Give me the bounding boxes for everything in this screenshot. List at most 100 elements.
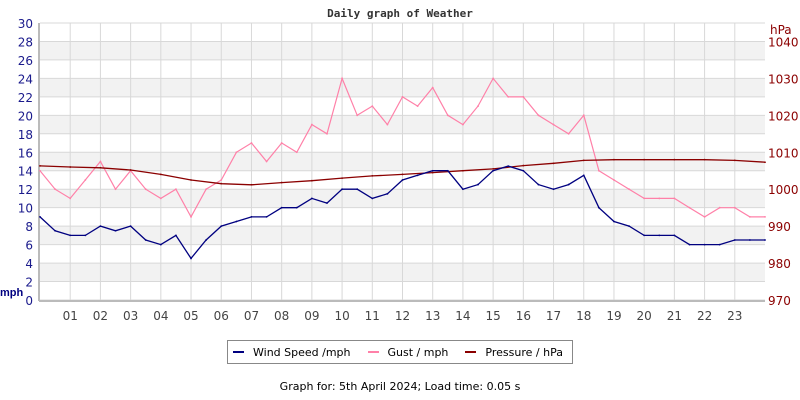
data-point-gust — [416, 105, 419, 107]
data-point-wind-speed — [205, 239, 208, 241]
left-axis-unit: mph — [0, 287, 24, 299]
data-point-pressure — [643, 158, 646, 161]
data-point-wind-speed — [733, 239, 736, 241]
data-point-gust — [522, 95, 525, 98]
data-point-wind-speed — [235, 220, 238, 223]
right-axis-unit: hPa — [770, 23, 792, 37]
x-tick-label: 22 — [697, 309, 712, 323]
x-tick-label: 16 — [516, 309, 531, 323]
data-point-pressure — [69, 166, 72, 168]
weather-chart: Daily graph of Weather 02468101214161820… — [0, 7, 799, 323]
left-tick-label: 16 — [18, 146, 33, 160]
x-tick-label: 13 — [425, 309, 440, 323]
data-point-pressure — [582, 159, 585, 162]
legend-swatch-pressure — [465, 351, 477, 353]
data-point-pressure — [371, 175, 374, 177]
x-tick-label: 08 — [274, 309, 289, 323]
data-point-pressure — [733, 159, 736, 162]
left-tick-label: 4 — [25, 257, 33, 271]
data-point-gust — [492, 77, 495, 80]
data-point-wind-speed — [190, 257, 192, 260]
data-point-gust — [295, 151, 298, 154]
data-point-gust — [220, 179, 223, 181]
data-point-wind-speed — [613, 220, 615, 223]
data-point-wind-speed — [703, 243, 706, 246]
data-point-gust — [552, 123, 555, 126]
data-point-gust — [658, 197, 661, 200]
data-point-wind-speed — [39, 216, 41, 218]
data-point-wind-speed — [356, 188, 359, 191]
data-point-gust — [567, 132, 570, 135]
x-tick-label: 12 — [395, 309, 410, 323]
data-point-pressure — [220, 182, 223, 185]
data-point-wind-speed — [310, 197, 313, 200]
data-point-pressure — [431, 171, 434, 174]
data-point-wind-speed — [175, 234, 177, 237]
legend-swatch-gust — [367, 351, 379, 353]
data-point-gust — [175, 188, 177, 191]
data-point-gust — [386, 123, 389, 126]
x-tick-label: 19 — [606, 309, 621, 323]
left-tick-label: 22 — [18, 91, 33, 105]
data-point-wind-speed — [643, 234, 646, 237]
data-point-gust — [250, 142, 253, 144]
data-point-gust — [401, 95, 404, 98]
left-tick-label: 30 — [18, 17, 33, 31]
data-point-gust — [69, 197, 72, 200]
data-point-gust — [628, 188, 630, 191]
legend: Wind Speed /mph Gust / mph Pressure / hP… — [227, 340, 573, 364]
data-point-gust — [673, 197, 676, 200]
data-point-wind-speed — [265, 216, 268, 218]
data-point-wind-speed — [764, 239, 766, 241]
data-point-wind-speed — [446, 169, 449, 172]
data-point-gust — [265, 160, 268, 163]
data-point-pressure — [99, 166, 102, 169]
x-tick-label: 21 — [667, 309, 682, 323]
data-point-gust — [477, 105, 479, 107]
right-tick-label: 1010 — [768, 146, 799, 160]
data-point-pressure — [764, 161, 766, 164]
data-point-wind-speed — [628, 225, 630, 228]
x-tick-label: 07 — [244, 309, 259, 323]
x-tick-label: 02 — [93, 309, 108, 323]
x-tick-label: 01 — [63, 309, 78, 323]
data-point-wind-speed — [84, 234, 87, 237]
data-point-wind-speed — [220, 225, 223, 228]
data-point-gust — [144, 188, 147, 191]
data-point-wind-speed — [748, 239, 751, 241]
right-tick-label: 1000 — [768, 183, 799, 197]
right-tick-label: 970 — [768, 294, 791, 308]
x-tick-label: 11 — [365, 309, 380, 323]
data-point-wind-speed — [688, 243, 691, 246]
x-tick-label: 14 — [455, 309, 470, 323]
data-point-gust — [190, 216, 192, 218]
data-point-wind-speed — [401, 179, 404, 181]
right-tick-label: 1040 — [768, 35, 799, 49]
data-point-gust — [371, 105, 374, 107]
data-point-pressure — [280, 181, 283, 184]
left-tick-label: 8 — [25, 220, 33, 234]
x-tick-label: 09 — [304, 309, 319, 323]
data-point-pressure — [341, 177, 343, 180]
data-point-wind-speed — [386, 192, 389, 195]
data-point-pressure — [522, 164, 525, 167]
data-point-gust — [84, 179, 87, 181]
data-point-gust — [326, 132, 328, 135]
right-tick-label: 990 — [768, 220, 791, 234]
left-tick-label: 28 — [18, 35, 33, 49]
data-point-gust — [688, 206, 691, 209]
x-tick-label: 06 — [214, 309, 229, 323]
left-tick-label: 0 — [25, 294, 33, 308]
legend-swatch-wind — [233, 351, 244, 353]
data-point-pressure — [462, 169, 464, 172]
left-tick-label: 6 — [25, 239, 33, 253]
data-point-gust — [280, 142, 283, 144]
data-point-pressure — [613, 158, 615, 161]
right-tick-label: 980 — [768, 257, 791, 271]
left-tick-label: 10 — [18, 202, 33, 216]
data-point-wind-speed — [416, 174, 419, 177]
legend-label-pressure: Pressure / hPa — [485, 345, 563, 359]
legend-item-gust: Gust / mph — [367, 346, 448, 359]
x-tick-label: 15 — [485, 309, 500, 323]
data-point-pressure — [492, 167, 495, 170]
